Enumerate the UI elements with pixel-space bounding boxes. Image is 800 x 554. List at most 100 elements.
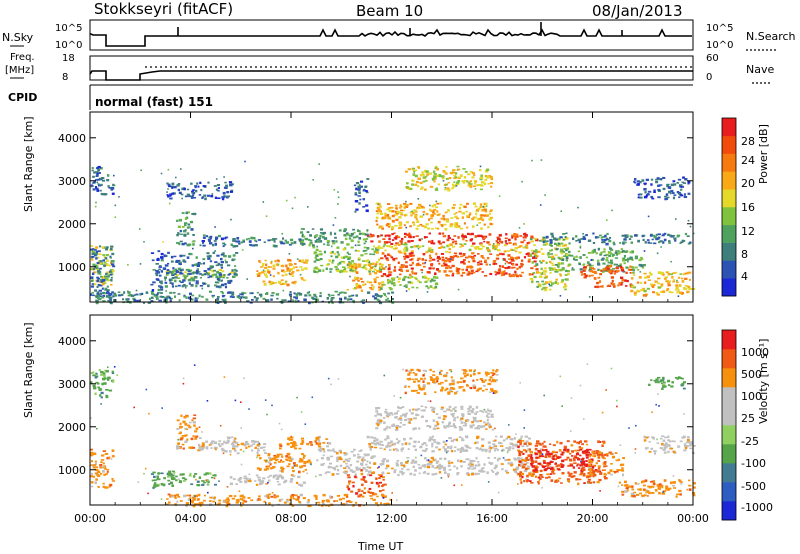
range-cell [341,270,344,273]
range-cell [264,452,268,454]
heatmap-region [379,252,539,278]
range-cell [416,259,420,262]
range-cell [189,292,192,296]
range-cell [348,264,352,267]
range-cell [449,425,453,428]
range-cell [223,440,226,444]
range-cell [293,462,296,465]
range-cell [382,462,385,466]
range-cell [368,466,372,469]
range-cell [432,210,435,214]
range-cell [672,183,677,186]
range-cell [622,473,625,477]
range-cell [594,285,597,288]
range-cell [485,448,488,451]
range-cell [425,419,428,423]
range-cell [485,410,488,413]
range-cell [453,235,457,237]
range-cell [95,187,99,190]
range-cell [216,301,220,304]
heatmap-region [554,247,646,273]
range-cell [265,263,268,267]
range-cell [93,180,96,184]
range-cell [583,268,587,271]
range-cell [164,285,168,288]
range-cell [337,253,340,256]
range-cell [560,256,564,259]
range-cell [320,232,323,234]
range-cell [107,275,110,278]
range-cell [347,262,350,265]
range-cell [466,180,469,183]
range-cell [620,248,623,251]
range-cell [402,202,407,205]
range-cell [423,392,427,395]
range-cell [653,242,657,245]
range-cell [376,441,380,445]
range-cell [484,175,488,178]
range-cell [453,174,457,177]
nave-tick-bottom: 0 [706,72,713,83]
range-cell [93,271,97,274]
range-cell [397,473,400,477]
range-cell [609,469,613,472]
range-cell [558,242,561,245]
range-cell [592,470,596,472]
range-cell [304,267,308,270]
range-cell [453,417,456,420]
range-cell [639,196,643,199]
range-cell [549,452,553,456]
range-cell [214,196,218,200]
range-cell [391,219,395,223]
range-cell [534,444,539,447]
range-cell [177,259,181,263]
range-cell [459,419,462,421]
range-cell [444,186,447,189]
range-cell [342,248,346,251]
range-cell [554,479,558,482]
range-cell [565,269,568,272]
range-cell [359,198,362,201]
range-cell [464,170,468,173]
range-cell [198,446,201,449]
range-cell [481,181,485,184]
range-cell [209,290,212,293]
range-cell [96,173,99,175]
range-cell [668,190,672,194]
range-cell [214,238,218,241]
colorbar-swatch [722,171,736,190]
range-cell [538,272,542,274]
range-cell [510,258,514,261]
range-cell [208,254,212,258]
range-cell [667,280,671,283]
range-cell [92,188,96,191]
range-cell [444,211,448,214]
range-cell [441,224,444,227]
range-cell [99,466,103,469]
range-cell [379,463,383,466]
range-cell [519,442,522,446]
range-cell [414,272,418,275]
range-cell [110,261,113,264]
range-cell [404,391,407,395]
range-cell [649,283,653,286]
range-cell [393,470,397,474]
range-cell [294,444,298,447]
range-cell [477,253,480,255]
range-cell [409,188,413,190]
range-cell [354,249,358,252]
range-cell [229,184,233,187]
range-cell [541,455,545,458]
range-cell [235,269,238,272]
range-cell [665,193,669,196]
range-cell [521,445,525,448]
range-cell [602,250,606,253]
range-cell [416,368,420,371]
range-cell [435,276,439,279]
range-cell [588,473,592,476]
range-cell [411,254,415,257]
range-cell [177,188,181,192]
range-cell [91,255,95,258]
range-cell [152,281,156,284]
range-cell [657,196,661,199]
